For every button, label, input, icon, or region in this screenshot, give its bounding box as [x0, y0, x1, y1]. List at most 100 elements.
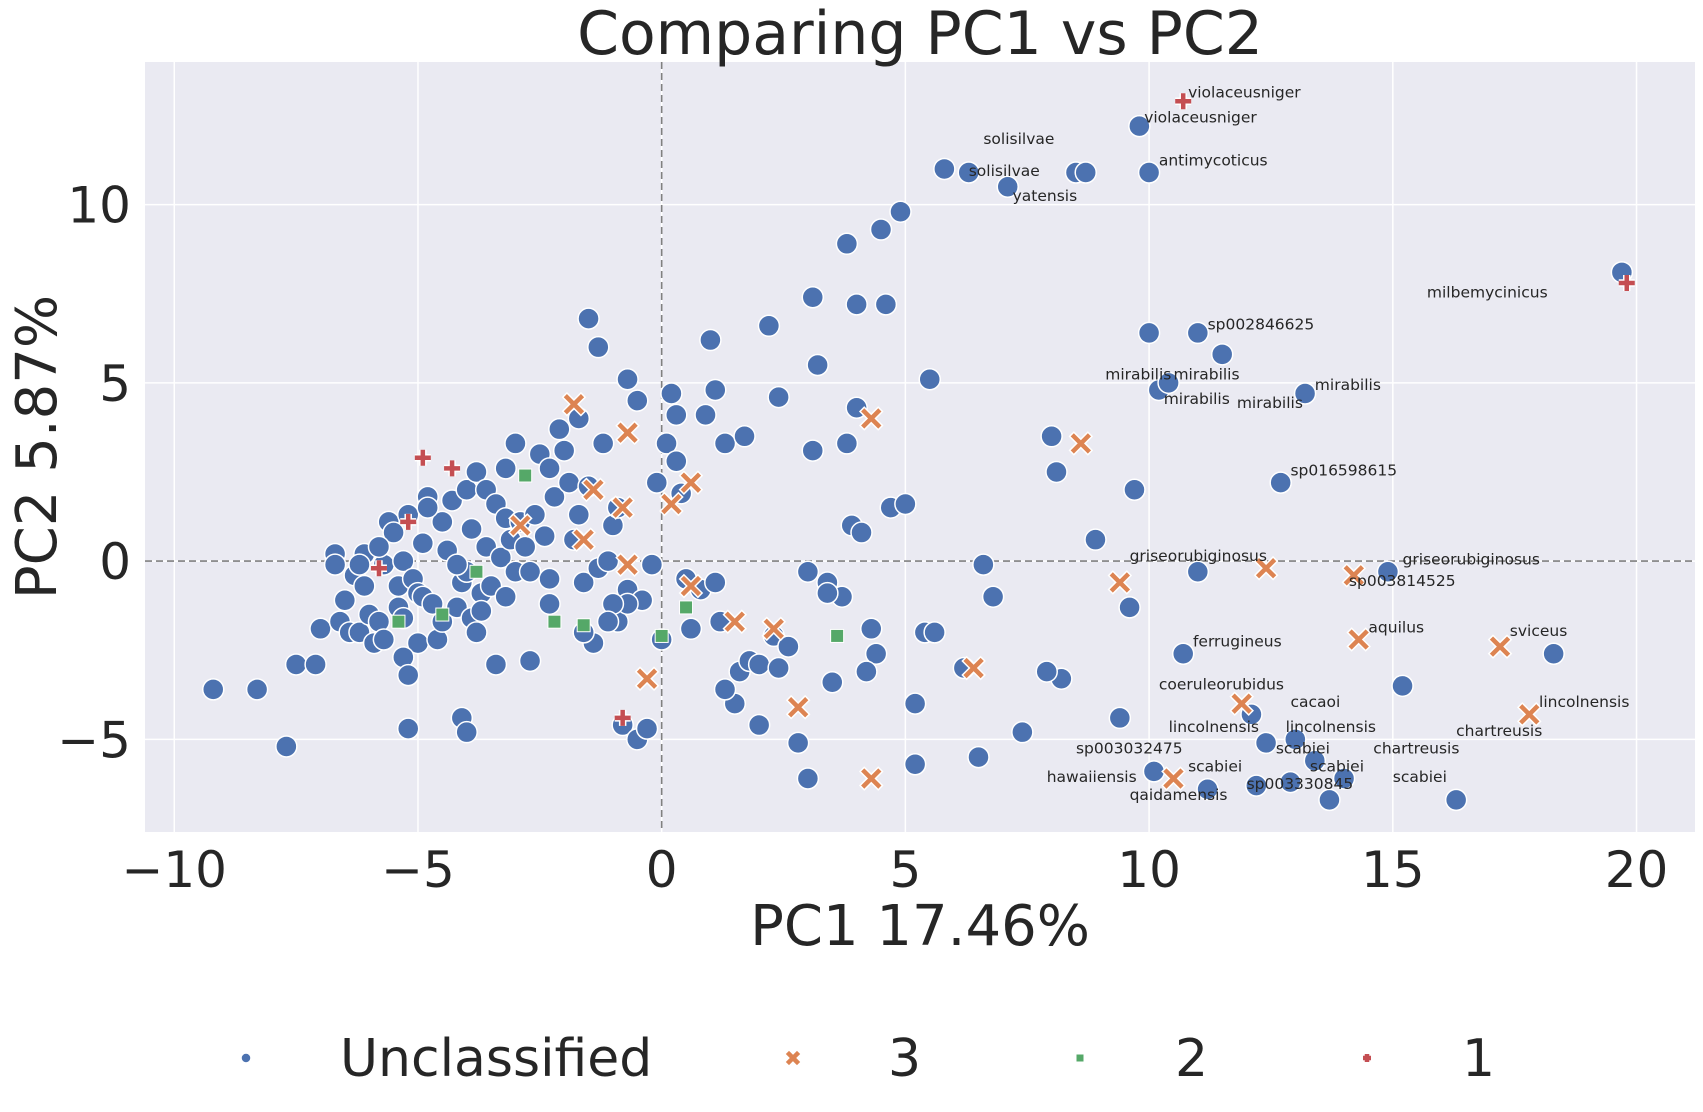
point-unclassified [767, 385, 790, 409]
point-3 [678, 470, 704, 495]
point-2 [547, 614, 562, 629]
point-annotation: chartreusis [1456, 722, 1542, 740]
point-annotation: qaidamensis [1130, 786, 1228, 804]
x-tick-label: 5 [889, 841, 921, 899]
point-unclassified [1186, 560, 1210, 584]
point-unclassified [538, 457, 561, 480]
point-3 [634, 666, 660, 692]
point-annotation: chartreusis [1373, 740, 1459, 758]
point-unclassified [645, 471, 669, 494]
point-unclassified [699, 328, 722, 352]
legend: Unclassified 3 2 1 [240, 1029, 1495, 1089]
point-annotation: scabiei [1310, 757, 1364, 775]
point-unclassified [713, 678, 737, 701]
point-unclassified [923, 621, 946, 644]
point-unclassified [733, 425, 756, 448]
point-1 [1175, 93, 1192, 110]
point-unclassified [460, 517, 483, 541]
point-2 [391, 614, 406, 629]
point-3 [610, 495, 635, 520]
point-annotation: hawaiiensis [1047, 768, 1137, 786]
point-annotation: mirabilis [1164, 390, 1230, 408]
point-unclassified [470, 599, 493, 623]
point-3 [1107, 570, 1133, 595]
point-unclassified [845, 293, 868, 316]
point-unclassified [835, 432, 859, 455]
point-unclassified [1269, 471, 1292, 494]
point-annotation: yatensis [1013, 187, 1078, 205]
point-2 [654, 628, 669, 643]
point-unclassified [538, 592, 561, 616]
point-annotation: violaceusniger [1188, 84, 1301, 102]
point-annotation: sp003814525 [1349, 572, 1456, 590]
point-unclassified [572, 571, 595, 594]
point-unclassified [518, 649, 542, 673]
legend-label-3: 3 [888, 1029, 921, 1089]
point-unclassified [411, 532, 435, 555]
point-unclassified [1542, 642, 1565, 666]
y-tick-label: 5 [99, 355, 131, 413]
point-unclassified [445, 553, 469, 576]
point-annotation: aquilus [1368, 618, 1424, 636]
point-unclassified [284, 653, 308, 676]
point-unclassified [567, 503, 591, 526]
point-unclassified [557, 471, 581, 494]
point-unclassified [786, 731, 810, 755]
point-unclassified [957, 161, 980, 184]
point-unclassified [504, 432, 527, 455]
point-unclassified [1210, 343, 1234, 366]
point-unclassified [864, 642, 888, 666]
point-annotation: lincolnensis [1169, 718, 1259, 736]
point-unclassified [918, 368, 941, 391]
point-unclassified [704, 378, 727, 402]
point-2 [518, 468, 533, 483]
y-tick-label: 0 [99, 533, 131, 591]
point-unclassified [245, 678, 269, 701]
point-unclassified [616, 368, 639, 391]
point-unclassified [660, 382, 683, 405]
x-tick-label: 10 [1117, 841, 1181, 899]
point-annotation: lincolnensis [1539, 693, 1629, 711]
y-axis-label: PC2 5.87% [5, 295, 70, 599]
point-3 [1516, 702, 1542, 727]
x-tick-label: 20 [1605, 841, 1669, 899]
point-3 [858, 406, 884, 431]
point-unclassified [757, 314, 781, 338]
point-unclassified [1123, 478, 1146, 502]
point-unclassified [1074, 161, 1097, 184]
point-annotation: sviceus [1510, 622, 1568, 640]
point-annotation: solisilvae [969, 162, 1040, 180]
point-annotation: sp002846625 [1208, 315, 1315, 333]
x-tick-label: 15 [1361, 841, 1425, 899]
point-unclassified [679, 617, 703, 641]
point-unclassified [1084, 528, 1107, 551]
point-unclassified [1118, 596, 1141, 619]
point-unclassified [543, 485, 566, 509]
point-unclassified [533, 524, 556, 548]
point-unclassified [596, 610, 620, 633]
point-unclassified [1137, 161, 1161, 184]
point-unclassified [1128, 114, 1151, 138]
point-unclassified [777, 635, 800, 658]
point-unclassified [1186, 321, 1210, 345]
data-points [201, 93, 1635, 812]
point-annotation: sp003032475 [1076, 740, 1183, 758]
point-unclassified [665, 450, 688, 473]
point-unclassified [538, 567, 561, 591]
point-unclassified [1444, 788, 1468, 812]
point-unclassified [1035, 660, 1058, 683]
point-3 [785, 694, 811, 720]
point-annotation: mirabilis [1173, 365, 1239, 383]
point-1 [1618, 275, 1635, 292]
point-annotation: mirabilis [1105, 365, 1171, 383]
point-unclassified [869, 218, 893, 241]
point-unclassified [1245, 774, 1268, 797]
point-annotation: antimycoticus [1159, 151, 1268, 169]
point-unclassified [494, 457, 517, 480]
point-annotation: cacaoi [1290, 693, 1340, 711]
point-annotation: lincolnensis [1286, 718, 1376, 736]
point-annotation: mirabilis [1315, 376, 1381, 394]
point-annotations: violaceusniger violaceusniger solisilvae so… [969, 84, 1630, 804]
point-unclassified [548, 417, 571, 441]
